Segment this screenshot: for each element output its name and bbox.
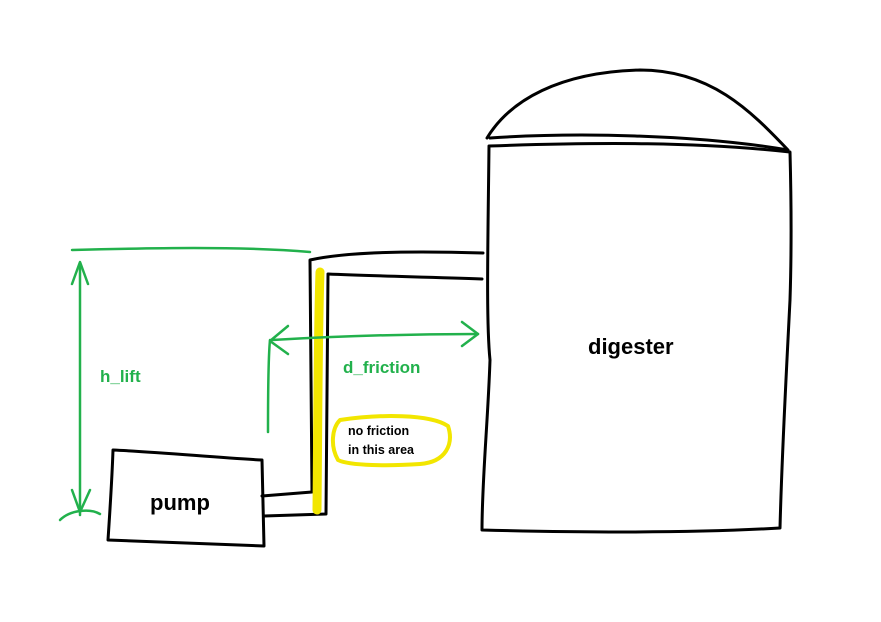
d-friction-dimension <box>266 320 480 434</box>
h-lift-label: h_lift <box>100 367 141 386</box>
note-line1: no friction <box>348 424 409 438</box>
pump-box <box>106 448 266 548</box>
digester-tank <box>480 142 793 534</box>
h-lift-dimension <box>58 246 312 522</box>
pipe-inner <box>262 272 484 518</box>
no-friction-highlight <box>312 267 325 515</box>
d-friction-label: d_friction <box>343 358 420 377</box>
note-line2: in this area <box>348 443 415 457</box>
pump-label: pump <box>150 490 210 515</box>
pipe-outer <box>260 250 485 498</box>
digester-label: digester <box>588 334 674 359</box>
note-highlight-scribble <box>331 414 452 468</box>
digester-dome <box>485 68 790 152</box>
